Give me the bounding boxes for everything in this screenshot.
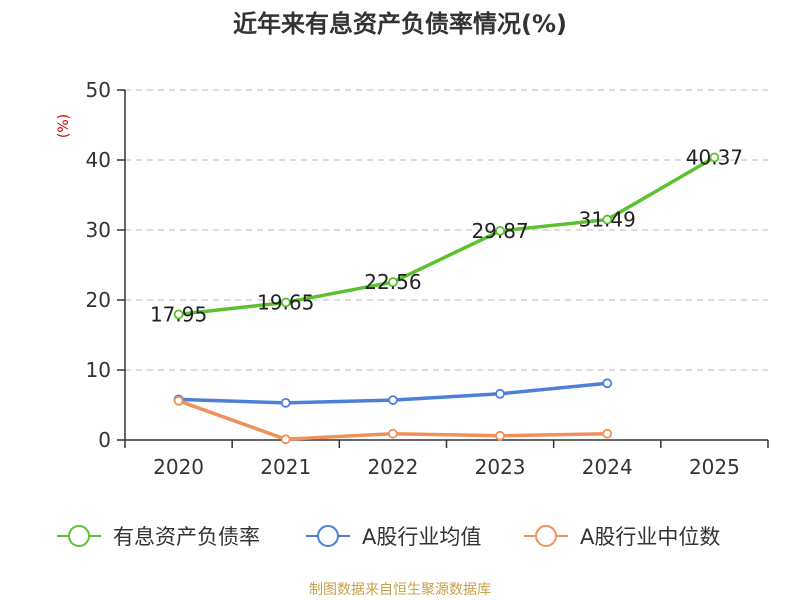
series-lines xyxy=(173,152,720,445)
series-line xyxy=(178,155,716,317)
data-label: 17.95 xyxy=(150,302,207,326)
data-point xyxy=(280,397,291,408)
legend-item[interactable]: A股行业均值 xyxy=(306,525,481,549)
y-tick-label: 10 xyxy=(86,358,111,382)
y-tick-label: 0 xyxy=(98,428,111,452)
data-point xyxy=(173,395,184,406)
data-point xyxy=(388,428,398,439)
data-point xyxy=(709,152,720,163)
legend-item[interactable]: 有息资产负债率 xyxy=(57,525,260,549)
series-3 xyxy=(173,395,613,445)
legend-swatch-marker xyxy=(535,525,557,547)
y-axis-unit-label: (%) xyxy=(56,114,72,138)
axes: 0 10 20 30 40 50 2020 2021 2022 2023 2024 2025 xyxy=(86,78,769,479)
data-label: 31.49 xyxy=(579,208,636,232)
data-label: 29.87 xyxy=(471,219,528,243)
data-label: 19.65 xyxy=(257,290,314,314)
data-point xyxy=(173,309,184,320)
data-label: 22.56 xyxy=(364,270,421,294)
data-point xyxy=(280,434,291,445)
data-point xyxy=(388,277,398,287)
data-labels: 17.95 19.65 22.56 29.87 31.49 40.37 xyxy=(150,145,743,326)
data-point xyxy=(280,297,291,308)
y-tick-label: 20 xyxy=(86,288,111,312)
data-point xyxy=(602,428,613,439)
source-note: 制图数据来自恒生聚源数据库 xyxy=(309,582,491,598)
legend-item[interactable]: A股行业中位数 xyxy=(524,525,720,549)
y-tick-label: 50 xyxy=(86,78,111,102)
x-tick-label: 2025 xyxy=(689,455,740,479)
data-point xyxy=(495,226,505,236)
chart-title: 近年来有息资产负债率情况(%) xyxy=(233,10,567,38)
x-tick-label: 2020 xyxy=(153,455,204,479)
y-tick-label: 30 xyxy=(86,218,111,242)
legend-swatch-marker xyxy=(68,525,90,547)
x-tick-label: 2024 xyxy=(582,455,633,479)
series-1 xyxy=(173,152,720,320)
x-tick-label: 2021 xyxy=(260,455,311,479)
legend-label: 有息资产负债率 xyxy=(113,525,260,549)
data-point xyxy=(495,388,505,399)
y-tick-label: 40 xyxy=(86,148,111,172)
legend-label: A股行业均值 xyxy=(362,525,481,549)
data-point xyxy=(495,430,505,441)
legend-swatch-marker xyxy=(317,525,339,547)
data-label: 40.37 xyxy=(686,145,743,169)
x-tick-label: 2023 xyxy=(475,455,526,479)
data-point xyxy=(602,378,613,389)
legend[interactable]: 有息资产负债率 A股行业均值 A股行业中位数 xyxy=(57,525,720,549)
series-2 xyxy=(173,378,613,408)
x-tick-label: 2022 xyxy=(367,455,418,479)
grid-lines xyxy=(125,89,768,371)
data-point xyxy=(602,214,613,225)
data-point xyxy=(388,395,398,406)
legend-label: A股行业中位数 xyxy=(580,525,720,549)
